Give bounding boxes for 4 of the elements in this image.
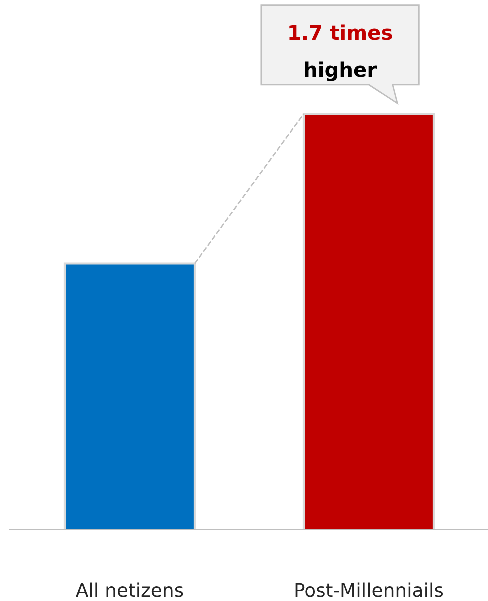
- x-tick-label: Post-Millenniails: [296, 582, 444, 598]
- x-tick-label: All netizens: [76, 582, 184, 598]
- text: 1.7 times: [290, 24, 392, 40]
- text: higher: [305, 62, 378, 82]
